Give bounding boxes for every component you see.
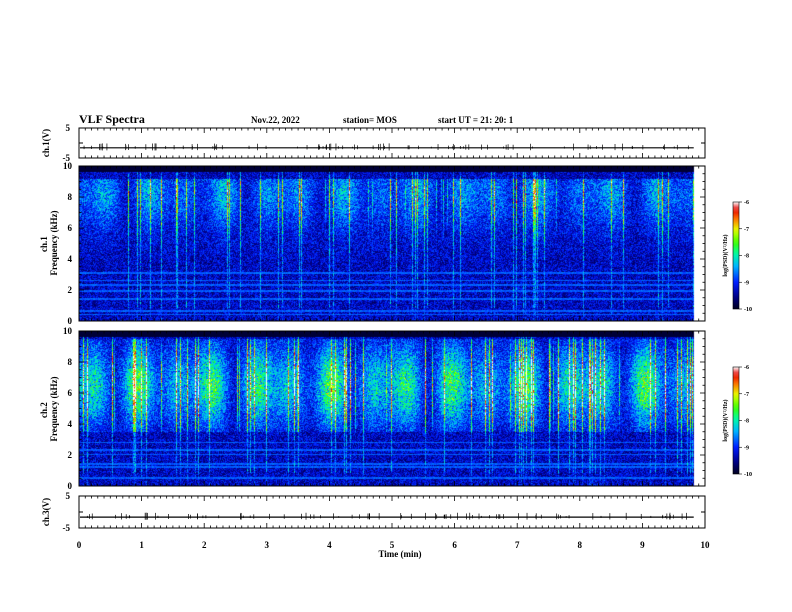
figure-title: VLF Spectra [79, 112, 145, 126]
ch1-spectrogram-image [79, 166, 705, 321]
colorbar-tick-label: -8 [744, 419, 749, 425]
ch3-ytick-bottom: -5 [63, 523, 71, 533]
colorbar-tick-label: -9 [744, 280, 749, 286]
ch1-spectrogram-ylabel: ch.1 Frequency (kHz) [39, 210, 59, 275]
ch1-spectrogram-yticks: 0 2 4 6 8 10 [63, 161, 705, 326]
y-tick-label: 10 [63, 326, 73, 336]
y-tick-label: 8 [68, 192, 73, 202]
y-tick-label: 2 [68, 285, 73, 295]
x-tick-label: 7 [515, 540, 520, 550]
y-tick-label: 8 [68, 357, 73, 367]
y-tick-label: 2 [68, 450, 73, 460]
ch3-waveform-ylabel: ch.3(V) [41, 498, 51, 526]
colorbar-tick-label: -10 [744, 472, 752, 478]
colorbar-bar [732, 201, 740, 310]
ch1-spectrogram-ylabel-channel: ch.1 [39, 236, 49, 252]
ch3-waveform-ticks [79, 495, 705, 529]
station-label: station= MOS [343, 115, 397, 125]
x-tick-label: 10 [701, 540, 711, 550]
colorbar-tick-label: -7 [744, 227, 749, 233]
ch1-spectrogram-panel: 0 2 4 6 8 10 ch.1 Frequency (kHz) [39, 161, 706, 326]
ch2-spectrogram-ylabel-channel: ch.2 [39, 402, 49, 418]
ch1-ytick-top: 5 [66, 123, 71, 133]
x-tick-label: 5 [390, 540, 395, 550]
colorbar-label: log(PSD)(V²/Hz) [722, 399, 729, 441]
ch2-colorbar: -6 -7 -8 -9 -10 log(PSD)(V²/Hz) [722, 365, 752, 478]
x-tick-label: 4 [327, 540, 332, 550]
x-tick-label: 1 [139, 540, 144, 550]
colorbar-bar [732, 366, 740, 475]
y-tick-label: 4 [68, 419, 73, 429]
ch2-spectrogram-image [79, 331, 705, 486]
colorbar-tick-label: -7 [744, 392, 749, 398]
x-tick-label: 8 [578, 540, 583, 550]
ch1-spectrogram-ylabel-frequency: Frequency (kHz) [49, 210, 59, 275]
start-time-label: start UT = 21: 20: 1 [438, 115, 514, 125]
y-tick-label: 0 [68, 316, 73, 326]
x-axis-label: Time (min) [378, 549, 421, 559]
figure-header: VLF Spectra Nov.22, 2022 station= MOS st… [79, 112, 514, 126]
colorbar-tick-label: -10 [744, 307, 752, 313]
ch2-spectrogram-panel: 0 2 4 6 8 10 ch.2 Frequency (kHz) [39, 326, 706, 491]
x-tick-label: 6 [452, 540, 457, 550]
ch1-colorbar: -6 -7 -8 -9 -10 log(PSD)(V²/Hz) [722, 200, 752, 313]
y-tick-label: 0 [68, 481, 73, 491]
colorbar-tick-label: -9 [744, 445, 749, 451]
ch1-waveform-ylabel: ch.1(V) [41, 129, 51, 157]
colorbar-tick-label: -8 [744, 254, 749, 260]
x-tick-label: 2 [202, 540, 207, 550]
time-x-axis: 0 1 2 3 4 5 6 7 8 9 10 [77, 128, 710, 550]
y-tick-label: 4 [68, 254, 73, 264]
ch2-spectrogram-ylabel-frequency: Frequency (kHz) [49, 376, 59, 441]
x-tick-label: 0 [77, 540, 82, 550]
ch2-spectrogram-ylabel: ch.2 Frequency (kHz) [39, 376, 59, 441]
y-tick-label: 6 [68, 223, 73, 233]
ch3-ytick-top: 5 [66, 491, 71, 501]
y-tick-label: 10 [63, 161, 73, 171]
ch1-ytick-bottom: -5 [63, 153, 71, 163]
y-tick-label: 6 [68, 388, 73, 398]
colorbar-label: log(PSD)(V²/Hz) [722, 234, 729, 276]
colorbar-tick-label: -6 [744, 200, 749, 206]
colorbar-tick-label: -6 [744, 365, 749, 371]
ch1-waveform-ticks [79, 127, 705, 159]
date-label: Nov.22, 2022 [251, 115, 300, 125]
x-tick-label: 9 [640, 540, 645, 550]
ch2-spectrogram-yticks: 0 2 4 6 8 10 [63, 326, 705, 491]
x-tick-label: 3 [265, 540, 270, 550]
